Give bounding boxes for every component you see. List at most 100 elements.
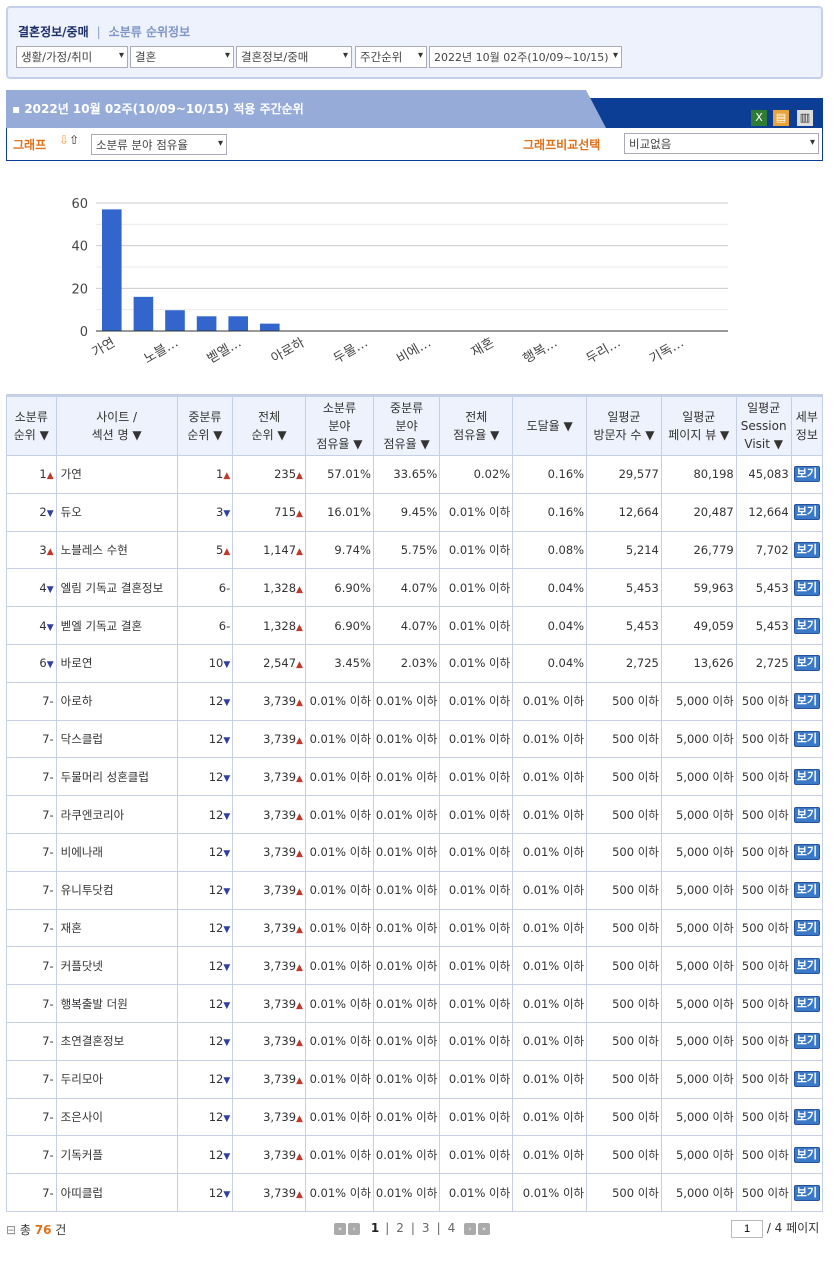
site-name[interactable]: 두물머리 성혼클럽: [60, 769, 149, 784]
column-header[interactable]: 소분류 분야 점유율 ▼: [304, 395, 374, 456]
excel-icon[interactable]: X: [751, 110, 767, 126]
breadcrumb: 결혼정보/중매 | 소분류 순위정보: [18, 23, 190, 40]
column-header[interactable]: 전체 점유율 ▼: [439, 395, 514, 456]
view-button[interactable]: 보기: [793, 1146, 820, 1163]
view-button[interactable]: 보기: [793, 768, 820, 785]
rank-change-up-icon: ▲: [296, 622, 303, 633]
site-name[interactable]: 기독커플: [60, 1147, 103, 1162]
site-name[interactable]: 아로하: [60, 694, 93, 709]
week-select[interactable]: 2022년 10월 02주(10/09~10/15) ▾: [429, 46, 622, 68]
daily-sessions: 5,453: [735, 568, 792, 608]
site-name[interactable]: 조은사이: [60, 1109, 103, 1124]
subcategory-rank: 7-: [6, 870, 57, 910]
detail-cell: 보기: [790, 455, 824, 494]
daily-sessions: 5,453: [735, 606, 792, 645]
site-name[interactable]: 벧엘 기독교 결혼: [60, 618, 143, 633]
column-header[interactable]: 중분류 분야 점유율 ▼: [372, 395, 441, 456]
rank-change-up-icon: ▲: [46, 471, 54, 482]
prev-page-icon[interactable]: ‹: [348, 1222, 360, 1235]
site-name[interactable]: 초연결혼정보: [60, 1034, 125, 1049]
overall-share-value: 0.02%: [473, 467, 511, 482]
category-share: 0.01% 이하: [372, 832, 441, 872]
view-button[interactable]: 보기: [793, 957, 820, 974]
view-button[interactable]: 보기: [793, 995, 820, 1012]
site-name[interactable]: 닥스클럽: [60, 731, 103, 746]
view-button[interactable]: 보기: [793, 730, 820, 747]
column-header[interactable]: 중분류 순위 ▼: [176, 395, 234, 456]
subcategory-select[interactable]: 결혼 ▾: [130, 46, 234, 68]
site-name[interactable]: 재혼: [60, 920, 82, 935]
reach-rate-value: 0.16%: [547, 467, 585, 482]
view-button[interactable]: 보기: [793, 1033, 820, 1050]
week-value: 2022년 10월 02주(10/09~10/15): [434, 51, 609, 64]
page-input[interactable]: [731, 1220, 763, 1238]
view-button[interactable]: 보기: [793, 579, 820, 596]
last-page-icon[interactable]: »: [478, 1222, 491, 1235]
column-header[interactable]: 일평균 페이지 뷰 ▼: [660, 395, 737, 456]
view-button[interactable]: 보기: [793, 693, 820, 710]
view-button[interactable]: 보기: [793, 1108, 820, 1125]
site-name[interactable]: 라쿠엔코리아: [60, 807, 125, 822]
view-button[interactable]: 보기: [793, 806, 820, 823]
graph-metric-select[interactable]: 소분류 분야 점유율 ▾: [91, 134, 227, 155]
view-button[interactable]: 보기: [793, 617, 820, 634]
daily-sessions-value: 500 이하: [741, 1185, 789, 1200]
rank-value: 12: [208, 807, 224, 822]
site-name[interactable]: 아띠클럽: [60, 1185, 103, 1200]
view-button[interactable]: 보기: [793, 504, 820, 521]
site-name[interactable]: 바로연: [60, 656, 93, 671]
site-name[interactable]: 엘림 기독교 결혼정보: [60, 580, 164, 595]
export-icon[interactable]: ▤: [773, 110, 789, 126]
view-button[interactable]: 보기: [793, 655, 820, 672]
graph-compare-select[interactable]: 비교없음 ▾: [624, 133, 819, 154]
subcategory-share: 0.01% 이하: [304, 832, 374, 872]
category-select[interactable]: 생활/가정/취미 ▾: [16, 46, 128, 68]
site-name[interactable]: 노블레스 수현: [60, 542, 128, 557]
daily-visitors: 500 이하: [586, 908, 662, 948]
daily-pageviews: 5,000 이하: [660, 1021, 737, 1061]
graph-metric-value: 소분류 분야 점유율: [96, 138, 188, 152]
site-name[interactable]: 행복출발 더원: [60, 996, 128, 1011]
breadcrumb-sub[interactable]: 소분류 순위정보: [108, 25, 191, 39]
page-2[interactable]: 2: [396, 1221, 404, 1235]
site-name[interactable]: 가연: [60, 467, 82, 482]
period-type-value: 주간순위: [360, 50, 403, 64]
subcategory-rank: 7-: [6, 1173, 57, 1212]
view-button[interactable]: 보기: [793, 844, 820, 861]
view-button[interactable]: 보기: [793, 882, 820, 899]
column-header[interactable]: 도달율 ▼: [512, 395, 588, 456]
rank-value: 235: [274, 467, 297, 482]
site-name[interactable]: 커플닷넷: [60, 958, 103, 973]
rank-value: 7: [42, 807, 50, 822]
print-icon[interactable]: ▥: [797, 110, 813, 126]
view-button[interactable]: 보기: [793, 1184, 820, 1201]
page-4[interactable]: 4: [447, 1221, 456, 1235]
table-row: 7- 조은사이 12▼ 3,739▲ 0.01% 이하 0.01% 이하 0.01% 이하 0…: [6, 1097, 824, 1137]
column-header[interactable]: 일평균 방문자 수 ▼: [586, 395, 662, 456]
view-button[interactable]: 보기: [793, 1071, 820, 1088]
column-header[interactable]: 소분류 순위 ▼: [6, 395, 57, 456]
column-header[interactable]: 전체 순위 ▼: [232, 395, 306, 456]
column-header[interactable]: 일평균 Session Visit ▼: [735, 395, 792, 456]
section-select[interactable]: 결혼정보/중매 ▾: [236, 46, 352, 68]
sort-arrows-icon[interactable]: ⇩⇧: [59, 133, 80, 147]
next-page-icon[interactable]: ›: [464, 1222, 477, 1235]
view-button[interactable]: 보기: [793, 466, 820, 483]
view-button[interactable]: 보기: [793, 541, 820, 558]
page-1[interactable]: 1: [370, 1221, 380, 1235]
column-header[interactable]: 사이트 / 섹션 명 ▼: [55, 395, 178, 456]
site-name[interactable]: 듀오: [60, 505, 82, 520]
view-button[interactable]: 보기: [793, 919, 820, 936]
chevron-down-icon: ▾: [224, 50, 230, 61]
site-name[interactable]: 비에나래: [60, 845, 103, 860]
site-name[interactable]: 두리모아: [60, 1072, 103, 1087]
period-type-select[interactable]: 주간순위 ▾: [355, 46, 427, 68]
page-3[interactable]: 3: [421, 1221, 430, 1235]
category-share: 0.01% 이하: [372, 1059, 441, 1099]
overall-share-value: 0.01% 이하: [448, 656, 511, 671]
rank-value: 7: [42, 996, 50, 1011]
overall-share-value: 0.01% 이하: [448, 1147, 511, 1162]
overall-rank: 1,328▲: [232, 568, 306, 608]
first-page-icon[interactable]: «: [334, 1222, 346, 1235]
site-name[interactable]: 유니투닷컴: [60, 883, 114, 898]
